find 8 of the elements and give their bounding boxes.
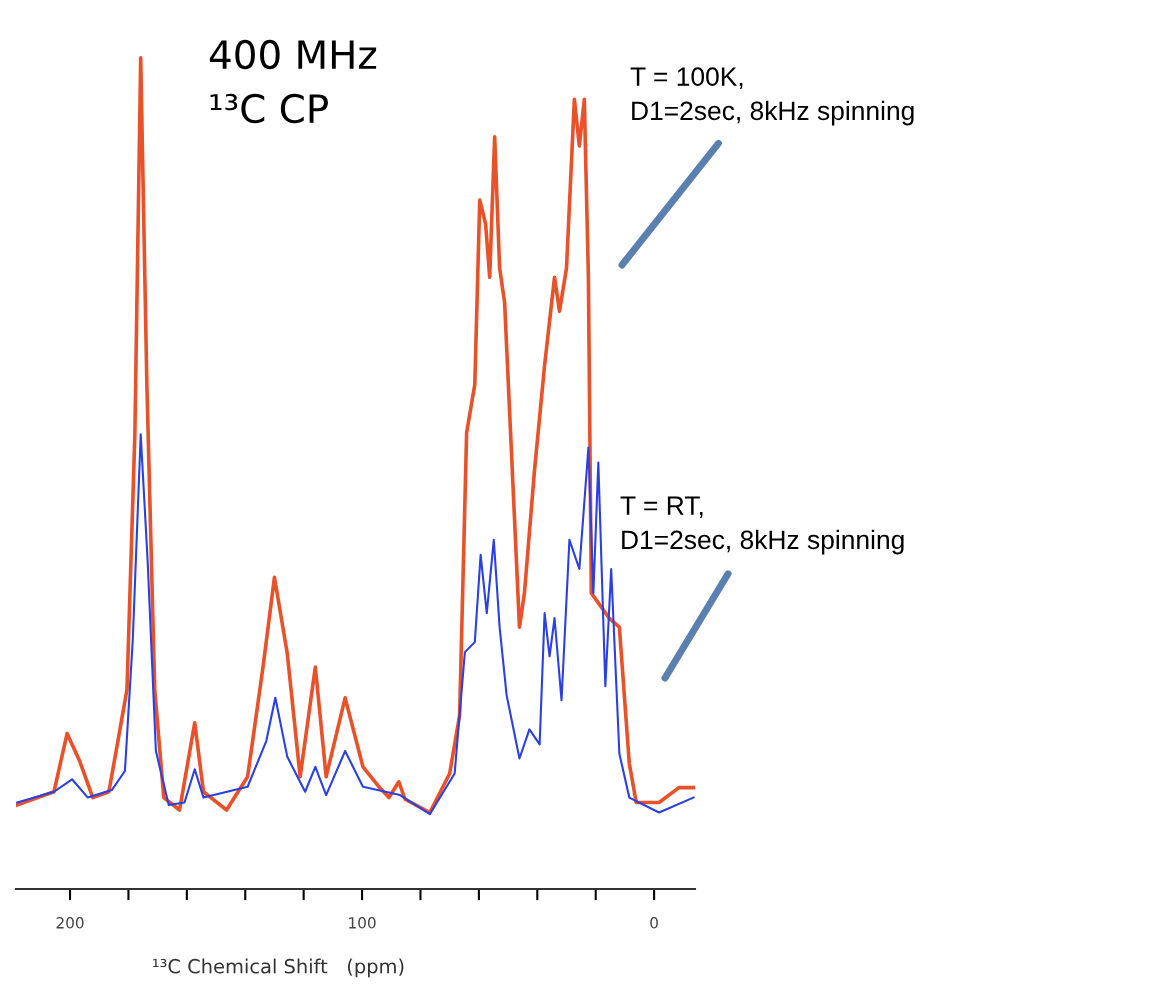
x-tick-label: 100 [349,917,376,929]
x-tick-label: 0 [650,917,658,929]
annotation: T = 100K, D1=2sec, 8kHz spinning [630,67,914,126]
annotation: ¹³C CP [210,93,328,124]
x-axis-title: ¹³C Chemical Shift (ppm) [153,958,404,978]
annotation: 400 MHz [209,39,377,70]
x-tick-label: 200 [56,917,84,929]
annotation: T = RT, D1=2sec, 8kHz spinning [620,496,904,555]
